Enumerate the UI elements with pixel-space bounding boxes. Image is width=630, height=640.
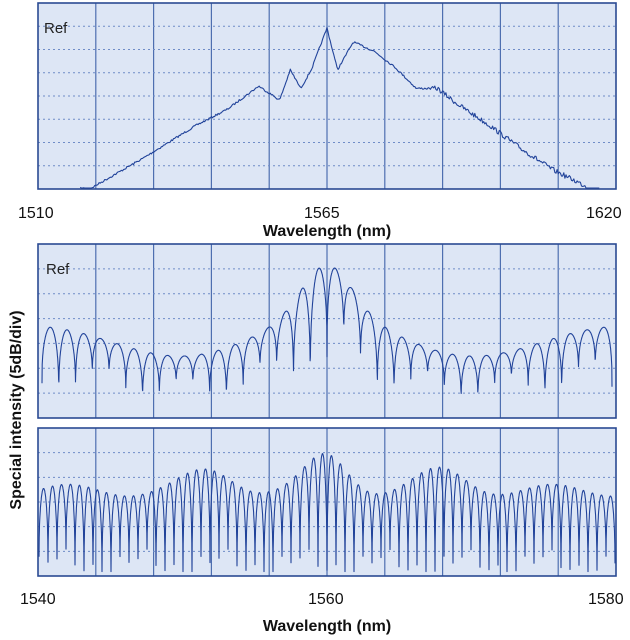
bottom-x-tick-1540: 1540 bbox=[20, 591, 56, 608]
bottom-panel-frame bbox=[37, 427, 617, 577]
bottom-x-tick-1580: 1580 bbox=[588, 591, 624, 608]
top-x-tick-1620: 1620 bbox=[586, 205, 622, 222]
bottom-x-tick-1560: 1560 bbox=[308, 591, 344, 608]
y-axis-title: Special intensity (5dB/div) bbox=[8, 310, 25, 509]
top-x-tick-1565: 1565 bbox=[304, 205, 340, 222]
bottom-spectrum-trace bbox=[38, 453, 616, 573]
middle-spectrum-panel: Ref bbox=[37, 243, 617, 419]
top-panel-frame bbox=[37, 2, 617, 190]
top-x-tick-1510: 1510 bbox=[18, 205, 54, 222]
middle-panel-frame bbox=[37, 243, 617, 419]
top-spectrum-panel: Ref bbox=[37, 2, 617, 190]
bottom-spectrum-panel bbox=[37, 427, 617, 577]
bottom-x-axis-title: Wavelength (nm) bbox=[263, 618, 391, 635]
top-spectrum-trace bbox=[79, 26, 600, 189]
middle-ref-label: Ref bbox=[46, 261, 70, 278]
middle-spectrum-trace bbox=[41, 267, 613, 395]
top-ref-label: Ref bbox=[44, 20, 68, 37]
middle-panel-grid bbox=[38, 244, 616, 418]
top-panel-grid bbox=[38, 3, 616, 189]
top-x-axis-title: Wavelength (nm) bbox=[263, 223, 391, 240]
